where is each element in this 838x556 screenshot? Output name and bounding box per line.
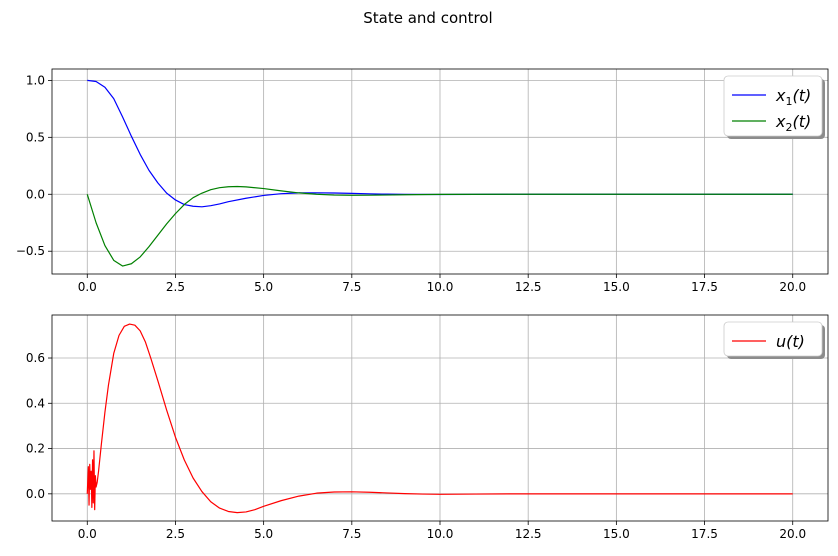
x-tick-label: 10.0 — [427, 280, 454, 294]
x-tick-label: 10.0 — [427, 527, 454, 541]
axes-frame — [51, 314, 829, 522]
grid — [52, 69, 828, 274]
legend-label-suffix: (t) — [792, 112, 811, 131]
series-line-u — [86, 323, 793, 514]
x-tick-label: 20.0 — [779, 280, 806, 294]
legend-label-suffix: (t) — [792, 86, 811, 105]
control-axes: 0.0 2.5 5.0 7.5 10.0 12.5 15.0 17.5 20.0 0.6 0.4 0.… — [26, 314, 829, 541]
axes-frame — [51, 68, 829, 275]
y-tick-label: 0.4 — [26, 396, 45, 410]
legend: u(t) — [723, 321, 825, 359]
series-line-x1 — [87, 79, 793, 208]
x-tick-label: 17.5 — [691, 527, 718, 541]
x-tick-label: 2.5 — [166, 280, 185, 294]
state-axes: 0.0 2.5 5.0 7.5 10.0 12.5 15.0 17.5 20.0 1.0 0.5 0.… — [16, 68, 829, 294]
x-tick-label: 15.0 — [603, 527, 630, 541]
x-tick-label: 0.0 — [78, 527, 97, 541]
x-tick-label: 12.5 — [515, 527, 542, 541]
x-tick-label: 20.0 — [779, 527, 806, 541]
series-line-x2 — [86, 185, 793, 267]
legend-box — [723, 321, 823, 357]
legend-label-base: u — [776, 332, 786, 351]
x-tick-label: 5.0 — [254, 280, 273, 294]
y-tick-label: 0.6 — [26, 351, 45, 365]
y-tick-label: 0.5 — [26, 130, 45, 144]
legend-label: x2(t) — [775, 112, 811, 134]
legend-label-suffix: (t) — [786, 332, 805, 351]
x-tick-label: 2.5 — [166, 527, 185, 541]
y-tick-label: 0.0 — [26, 187, 45, 201]
legend-label-subscript: 1 — [785, 95, 792, 108]
legend-label: x1(t) — [775, 86, 811, 108]
x-tick-label: 5.0 — [254, 527, 273, 541]
x-tick-label: 7.5 — [342, 527, 361, 541]
legend-label: u(t) — [776, 332, 805, 351]
legend-label-base: x — [775, 86, 786, 105]
y-tick-label: 0.0 — [26, 487, 45, 501]
y-tick-label: −0.5 — [16, 244, 45, 258]
y-tick-label: 0.2 — [26, 442, 45, 456]
y-tick-label: 1.0 — [26, 73, 45, 87]
x-tick-label: 15.0 — [603, 280, 630, 294]
legend-label-subscript: 2 — [785, 121, 792, 134]
x-tick-label: 7.5 — [342, 280, 361, 294]
x-tick-label: 17.5 — [691, 280, 718, 294]
legend-label-base: x — [775, 112, 786, 131]
grid — [52, 315, 828, 521]
figure-title: State and control — [363, 9, 492, 27]
x-tick-label: 12.5 — [515, 280, 542, 294]
x-tick-label: 0.0 — [78, 280, 97, 294]
legend: x1(t)x2(t) — [723, 75, 825, 139]
